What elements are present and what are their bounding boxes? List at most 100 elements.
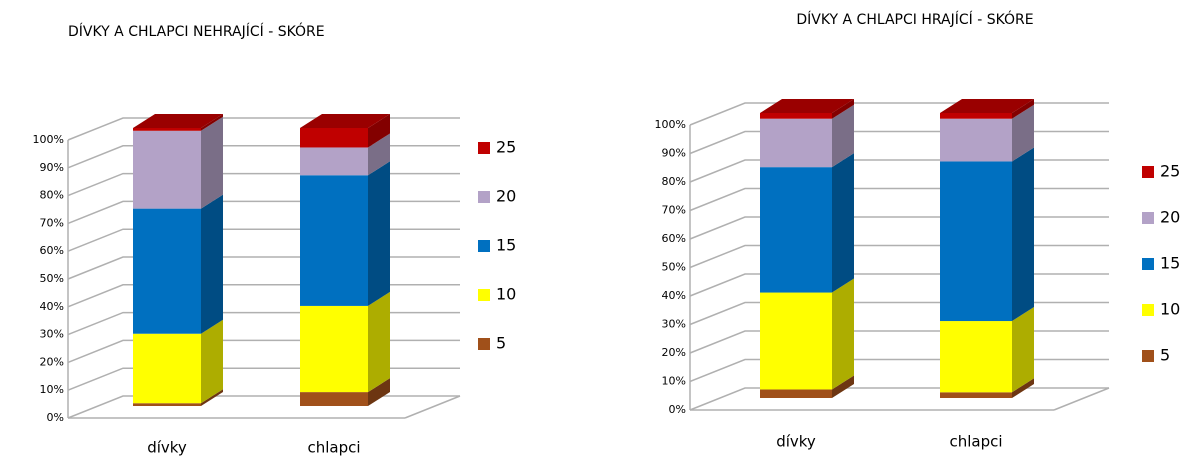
legend-swatch: [478, 289, 490, 301]
bar-top: [133, 114, 223, 128]
floor-edge: [1053, 387, 1110, 411]
x-tick-label: chlapci: [307, 439, 360, 457]
bar-segment: [300, 147, 368, 176]
legend-swatch: [478, 338, 490, 350]
grid-line: [689, 216, 1109, 240]
bar-side: [832, 104, 854, 168]
legend-swatch: [1142, 258, 1154, 270]
legend-swatch: [478, 191, 490, 203]
bar-side: [832, 278, 854, 390]
bar-top: [300, 114, 390, 128]
grid-line: [67, 228, 460, 252]
grid-line: [67, 117, 460, 141]
y-tick-label: 40%: [662, 289, 686, 302]
y-tick-label: 70%: [40, 216, 64, 229]
bar-segment: [133, 333, 201, 404]
legend-label: 15: [496, 236, 516, 255]
bar-segment: [300, 392, 368, 406]
bar-side: [368, 133, 390, 176]
bar-segment: [133, 128, 201, 131]
bar-side: [1012, 378, 1034, 398]
y-tick-label: 10%: [662, 375, 686, 388]
legend-label: 10: [496, 285, 516, 304]
x-tick-label: dívky: [776, 433, 816, 451]
y-tick-label: 80%: [40, 189, 64, 202]
y-tick-label: 100%: [655, 118, 686, 131]
grid-line: [689, 187, 1109, 212]
y-tick-label: 20%: [662, 346, 686, 359]
legend-swatch: [1142, 166, 1154, 178]
grid-line: [689, 130, 1109, 155]
grid-line: [689, 301, 1109, 326]
legend-label: 5: [1160, 346, 1170, 365]
legend-swatch: [478, 240, 490, 252]
bar-segment: [760, 113, 832, 119]
bar-side: [832, 99, 854, 119]
legend-swatch: [1142, 212, 1154, 224]
y-tick-label: 80%: [662, 175, 686, 188]
grid-line: [67, 395, 460, 419]
bar-side: [201, 319, 223, 404]
legend-label: 25: [496, 138, 516, 157]
bar-top: [940, 99, 1034, 113]
bar-side: [368, 161, 390, 306]
grid-line: [67, 172, 460, 197]
grid-line: [67, 339, 460, 364]
y-tick-label: 50%: [40, 272, 64, 285]
chart-title: DÍVKY A CHLAPCI NEHRAJÍCÍ - SKÓRE: [68, 22, 325, 40]
grid-line: [689, 102, 1109, 126]
bar-side: [368, 378, 390, 406]
legend-swatch: [1142, 304, 1154, 316]
bar-side: [832, 375, 854, 398]
bar-segment: [940, 392, 1012, 398]
grid-line: [689, 330, 1109, 354]
y-tick-label: 100%: [33, 133, 64, 146]
grid-line: [67, 284, 460, 308]
grid-line: [67, 256, 460, 280]
bar-segment: [940, 161, 1012, 322]
bar-segment: [940, 321, 1012, 393]
bar-top: [760, 99, 854, 113]
bar-segment: [940, 118, 1012, 162]
bar-segment: [300, 128, 368, 148]
legend-label: 20: [496, 187, 516, 206]
y-tick-label: 0%: [669, 403, 686, 416]
bar-side: [368, 291, 390, 393]
y-tick-label: 90%: [662, 147, 686, 160]
legend-swatch: [1142, 350, 1154, 362]
bar-side: [1012, 147, 1034, 322]
legend-swatch: [478, 142, 490, 154]
y-tick-label: 50%: [662, 261, 686, 274]
grid-line: [689, 358, 1109, 383]
bar-side: [1012, 104, 1034, 162]
bar-segment: [760, 389, 832, 398]
bar-side: [201, 114, 223, 131]
grid-line: [67, 367, 460, 391]
y-tick-label: 30%: [40, 328, 64, 341]
bar-segment: [940, 113, 1012, 119]
bar-segment: [760, 292, 832, 390]
grid-line: [689, 159, 1109, 183]
grid-line: [689, 387, 1109, 411]
grid-line: [689, 273, 1109, 297]
chart: DÍVKY A CHLAPCI HRAJÍCÍ - SKÓRE 0% 10% 20% 3…: [655, 10, 1181, 451]
y-tick-label: 60%: [40, 244, 64, 257]
bar-segment: [300, 175, 368, 306]
bar-side: [368, 114, 390, 148]
grid-line: [67, 200, 460, 225]
chart-title: DÍVKY A CHLAPCI HRAJÍCÍ - SKÓRE: [796, 10, 1033, 28]
y-tick-label: 10%: [40, 383, 64, 396]
x-tick-label: chlapci: [949, 433, 1002, 451]
bar-segment: [760, 118, 832, 168]
legend-label: 5: [496, 334, 506, 353]
grid-line: [689, 244, 1109, 269]
x-tick-label: dívky: [147, 439, 187, 457]
bar-segment: [133, 208, 201, 334]
bar-side: [832, 153, 854, 293]
y-tick-label: 40%: [40, 300, 64, 313]
legend-label: 20: [1160, 208, 1180, 227]
bar-segment: [760, 167, 832, 293]
bar-segment: [133, 403, 201, 406]
chart: DÍVKY A CHLAPCI NEHRAJÍCÍ - SKÓRE 0% 10% 20…: [33, 22, 517, 457]
